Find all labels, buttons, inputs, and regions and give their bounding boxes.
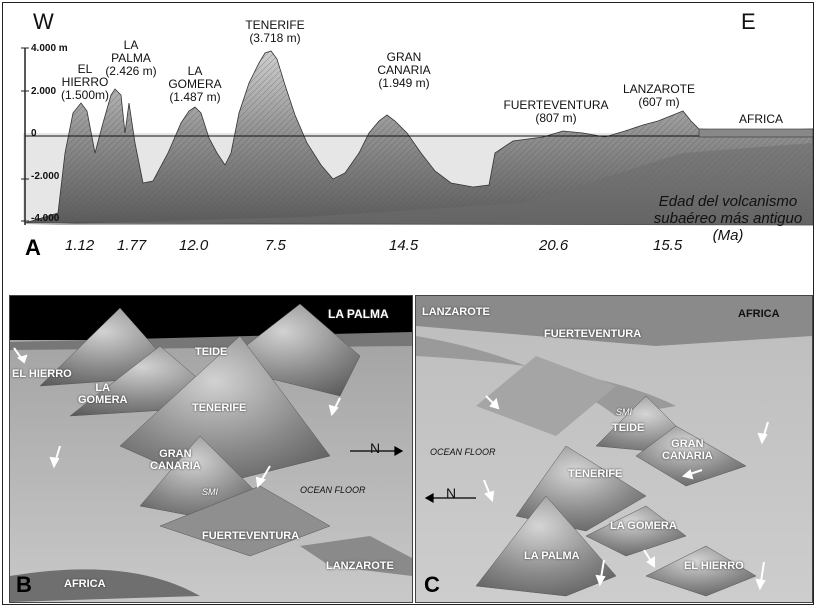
age-el-hierro: 1.12	[65, 237, 95, 254]
island-el-hierro: EL HIERRO (1.500m)	[55, 63, 115, 102]
label-north: N	[370, 440, 381, 456]
island-name: LA GOMERA	[168, 64, 222, 91]
island-gran-canaria: GRAN CANARIA (1.949 m)	[369, 51, 439, 90]
panel-b-letter: B	[16, 572, 32, 597]
island-elevation: (1.949 m)	[378, 76, 430, 90]
label-fuerteventura: FUERTEVENTURA	[544, 328, 642, 340]
label-teide: TEIDE	[612, 422, 645, 434]
island-name: LA PALMA	[111, 38, 151, 65]
island-name: EL HIERRO	[61, 62, 109, 89]
axis-label-minus-4000: -4.000	[31, 213, 60, 224]
label-ocean-floor: OCEAN FLOOR	[430, 447, 496, 457]
west-label: W	[33, 9, 54, 34]
panel-c-terrain	[416, 296, 812, 602]
age-tenerife: 7.5	[265, 237, 286, 254]
label-gran-canaria: GRAN CANARIA	[150, 448, 201, 472]
age-caption-line-3: (Ma)	[712, 227, 744, 244]
island-name: FUERTEVENTURA	[503, 98, 609, 112]
island-lanzarote: LANZAROTE (607 m)	[619, 83, 699, 109]
label-africa: AFRICA	[738, 308, 780, 320]
label-teide: TEIDE	[195, 346, 228, 358]
label-lanzarote: LANZAROTE	[422, 306, 490, 318]
island-elevation: (3.718 m)	[249, 31, 301, 45]
label-la-palma: LA PALMA	[524, 550, 580, 562]
label-africa: AFRICA	[64, 578, 106, 590]
panel-b-terrain	[10, 296, 412, 602]
age-la-gomera: 12.0	[179, 237, 209, 254]
age-caption: Edad del volcanismo subaéreo más antiguo…	[643, 193, 813, 244]
label-smi: SMI	[202, 487, 219, 497]
panel-b-3d-view: LA PALMA TEIDE EL HIERRO LA GOMERA TENER…	[9, 295, 413, 603]
label-la-palma: LA PALMA	[328, 307, 389, 321]
axis-label-4000: 4.000 m	[31, 43, 68, 54]
axis-label-0: 0	[31, 128, 37, 139]
label-el-hierro: EL HIERRO	[684, 560, 744, 572]
age-caption-line-2: subaéreo más antiguo	[653, 210, 803, 227]
panel-a-letter: A	[25, 235, 41, 260]
east-label: E	[741, 9, 756, 34]
label-north: N	[446, 485, 457, 501]
axis-label-minus-2000: -2.000	[31, 171, 60, 182]
age-fuerteventura: 20.6	[539, 237, 569, 254]
label-gran-canaria: GRAN CANARIA	[662, 438, 713, 462]
label-ocean-floor: OCEAN FLOOR	[300, 485, 366, 495]
label-la-gomera: LA GOMERA	[610, 520, 677, 532]
label-el-hierro: EL HIERRO	[12, 368, 72, 380]
label-smi: SMI	[616, 407, 633, 417]
island-name: GRAN CANARIA	[377, 50, 431, 77]
label-tenerife: TENERIFE	[192, 402, 247, 414]
axis-label-2000: 2.000	[31, 86, 57, 97]
island-elevation: (1.487 m)	[169, 90, 221, 104]
island-name: TENERIFE	[245, 18, 305, 32]
panel-c-3d-view: LANZAROTE AFRICA FUERTEVENTURA SMI TEIDE…	[415, 295, 813, 603]
age-la-palma: 1.77	[117, 237, 147, 254]
label-tenerife: TENERIFE	[568, 468, 623, 480]
island-name: LANZAROTE	[622, 82, 695, 96]
age-caption-line-1: Edad del volcanismo	[658, 193, 798, 210]
island-elevation: (607 m)	[638, 95, 680, 109]
panel-c-letter: C	[424, 572, 440, 597]
island-elevation: (1.500m)	[60, 88, 110, 102]
label-la-gomera: LA GOMERA	[78, 382, 128, 406]
island-tenerife: TENERIFE (3.718 m)	[239, 19, 311, 45]
label-fuerteventura: FUERTEVENTURA	[202, 530, 300, 542]
island-elevation: (2.426 m)	[105, 64, 157, 78]
island-fuerteventura: FUERTEVENTURA (807 m)	[501, 99, 611, 125]
age-lanzarote: 15.5	[653, 237, 683, 254]
profile-section	[21, 47, 813, 226]
africa-label: AFRICA	[731, 113, 791, 126]
island-la-palma: LA PALMA (2.426 m)	[99, 39, 163, 78]
island-elevation: (807 m)	[535, 111, 577, 125]
island-la-gomera: LA GOMERA (1.487 m)	[163, 65, 227, 104]
age-gran-canaria: 14.5	[389, 237, 419, 254]
island-name: AFRICA	[738, 112, 783, 126]
label-lanzarote: LANZAROTE	[326, 560, 394, 572]
